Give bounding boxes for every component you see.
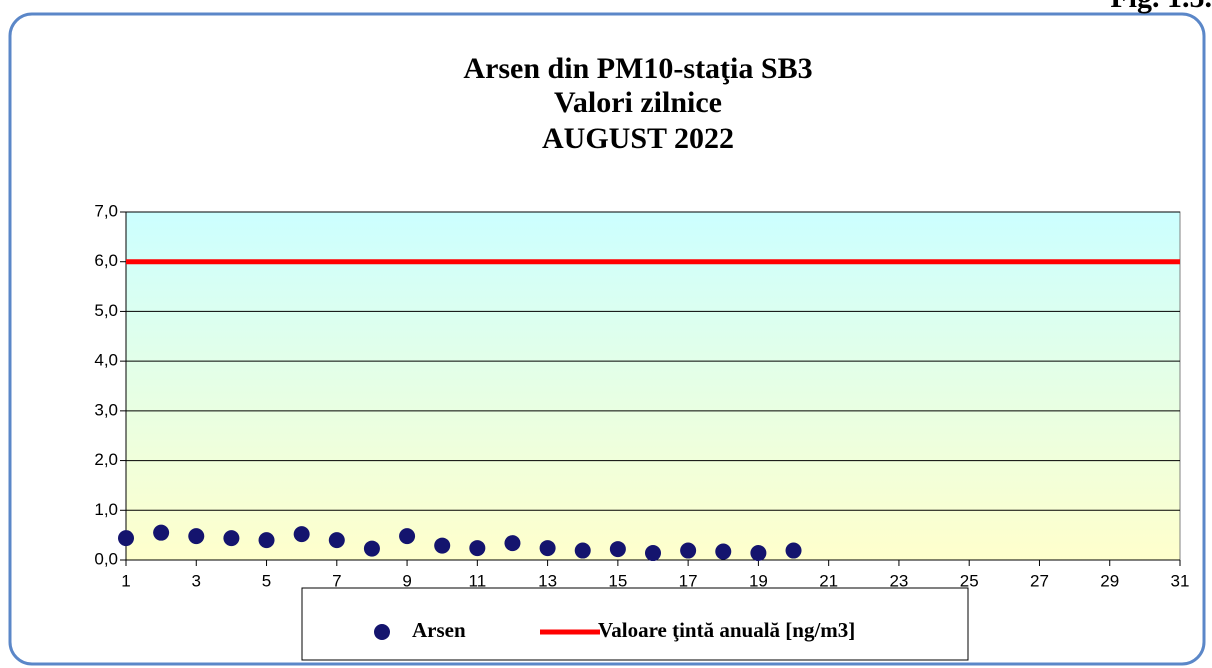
x-tick-label: 7 [332, 571, 341, 590]
point [504, 535, 521, 552]
point [434, 537, 451, 554]
point [328, 532, 345, 549]
y-tick-label: 0,0 [94, 549, 118, 568]
y-tick-label: 4,0 [94, 351, 118, 370]
point [785, 542, 802, 559]
y-tick-label: 2,0 [94, 450, 118, 469]
chart-subtitle: AUGUST 2022 [542, 122, 734, 155]
x-tick-label: 13 [538, 571, 557, 590]
x-tick-label: 11 [469, 571, 487, 590]
y-tick-label: 7,0 [94, 201, 118, 220]
point [153, 524, 170, 541]
legend-label: Arsen [412, 618, 466, 642]
point [363, 540, 380, 557]
point [574, 542, 591, 559]
point [680, 542, 697, 559]
legend [301, 587, 969, 661]
point [223, 530, 240, 547]
point [188, 528, 205, 545]
legend-label: Valoare ţintă anuală [ng/m3] [598, 618, 855, 642]
figure-label: Fig. 1.5. [1110, 0, 1212, 14]
y-tick-label: 6,0 [94, 251, 118, 270]
x-tick-label: 3 [192, 571, 201, 590]
point [750, 545, 767, 562]
x-tick-label: 25 [960, 571, 979, 590]
point [399, 528, 416, 545]
y-tick-label: 3,0 [94, 400, 118, 419]
legend-marker [374, 624, 390, 640]
point [609, 541, 626, 558]
point [258, 532, 275, 549]
x-tick-label: 31 [1171, 571, 1190, 590]
y-tick-label: 1,0 [94, 500, 118, 519]
chart-subtitle: Valori zilnice [554, 86, 722, 119]
y-tick-label: 5,0 [94, 301, 118, 320]
point [645, 545, 661, 562]
x-tick-label: 5 [262, 571, 271, 590]
x-tick-label: 27 [1030, 571, 1049, 590]
x-tick-label: 21 [819, 571, 838, 590]
point [469, 540, 486, 557]
x-tick-label: 19 [749, 571, 768, 590]
plot-area [125, 211, 1181, 561]
point [118, 530, 134, 547]
chart-title: Arsen din PM10-staţia SB3 [463, 52, 812, 85]
point [539, 540, 556, 557]
x-tick-label: 1 [121, 571, 130, 590]
x-tick-label: 23 [889, 571, 908, 590]
point [293, 526, 310, 543]
x-tick-label: 29 [1100, 571, 1119, 590]
point [715, 543, 732, 560]
x-tick-label: 15 [608, 571, 627, 590]
x-tick-label: 9 [402, 571, 411, 590]
x-tick-label: 17 [679, 571, 698, 590]
